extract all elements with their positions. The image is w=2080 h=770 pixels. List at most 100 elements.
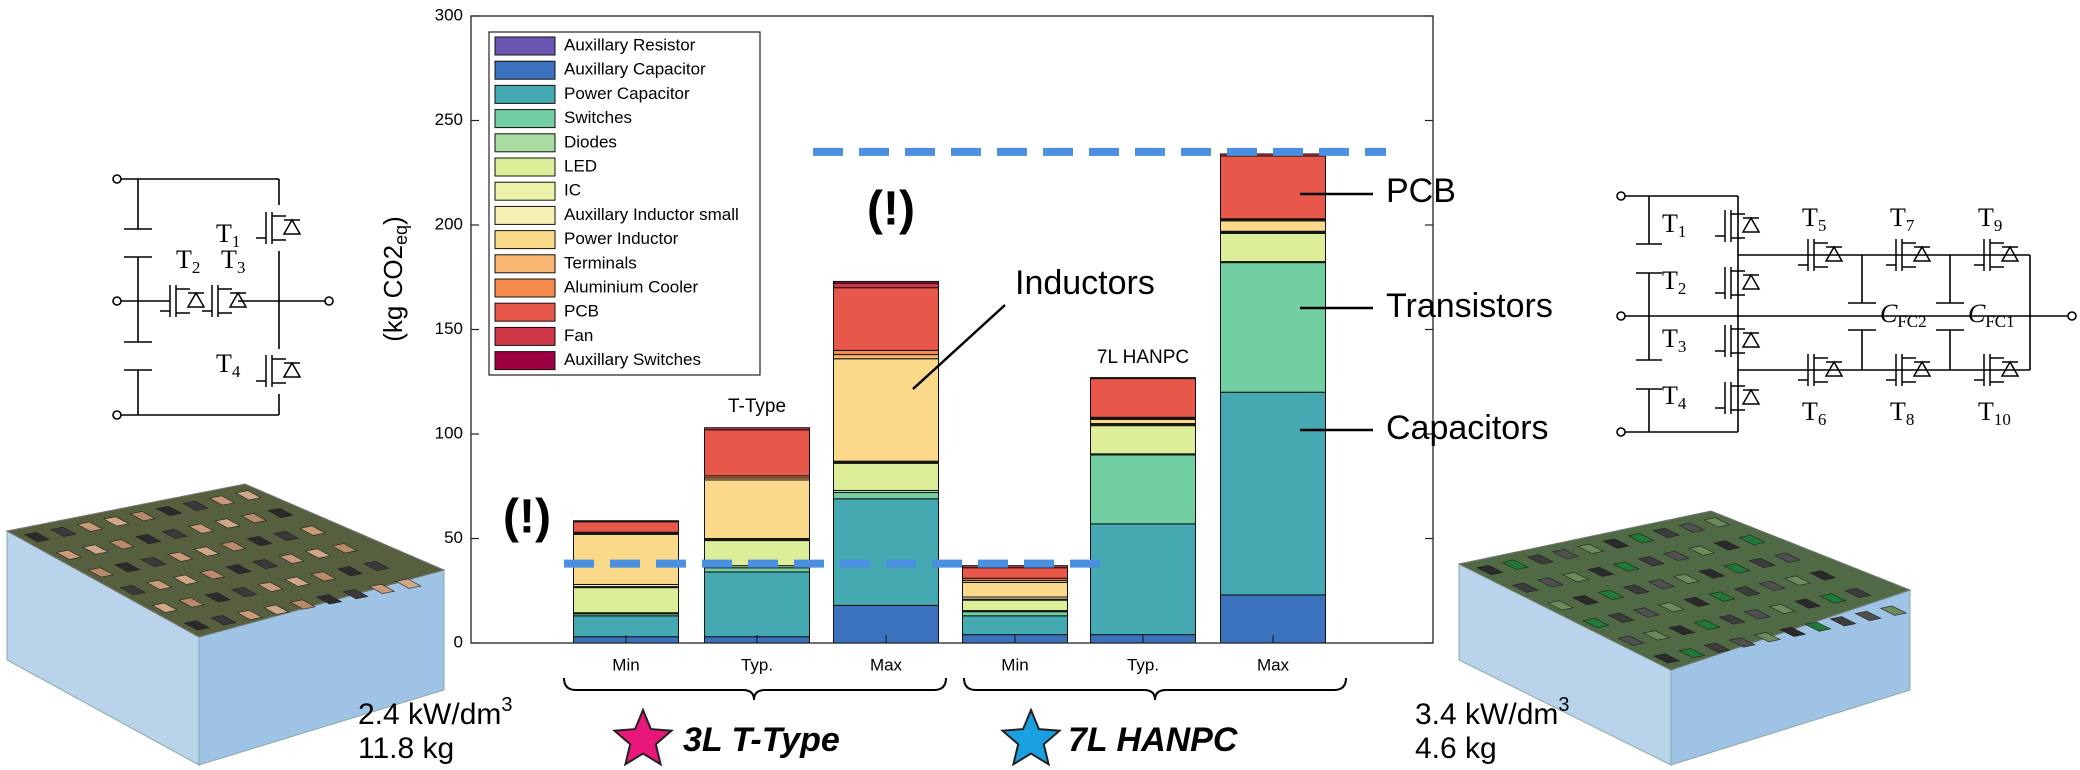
component — [267, 507, 294, 519]
component — [289, 599, 316, 610]
bar-segment — [573, 520, 679, 523]
component — [146, 579, 173, 590]
right-circuit — [1616, 191, 2077, 437]
component — [263, 604, 290, 615]
legend-label: Power Capacitor — [564, 84, 690, 103]
circuit-label-main: T — [1890, 397, 1906, 426]
component — [342, 589, 369, 600]
component — [1677, 522, 1706, 533]
bar-segment — [833, 462, 939, 491]
y-tick-label: 0 — [454, 632, 463, 651]
bar-segment — [1090, 418, 1196, 425]
circuit-label: T3 — [1662, 324, 1686, 356]
bar-segment — [704, 429, 810, 477]
bar-segment — [1090, 425, 1196, 455]
circuit-label-sub: 9 — [1994, 216, 2003, 235]
circuit-label-main: T — [216, 349, 232, 378]
x-tick-label: Min — [612, 655, 639, 674]
component — [1733, 586, 1761, 597]
bar-segment — [962, 567, 1068, 579]
switch — [256, 212, 302, 244]
switch — [1715, 210, 1761, 242]
power-density-sup: 3 — [501, 694, 512, 716]
component — [225, 564, 252, 575]
bar-segment — [573, 521, 679, 533]
switch — [1974, 354, 2020, 386]
circuit-label: T3 — [221, 245, 245, 277]
component — [1551, 549, 1580, 560]
component — [183, 620, 211, 631]
legend-swatch — [494, 230, 556, 250]
photo-components — [23, 490, 1908, 664]
component — [76, 521, 103, 532]
switch — [1715, 267, 1761, 299]
circuit-label-main: C — [1880, 299, 1898, 328]
legend-swatch — [494, 326, 556, 346]
component — [87, 567, 115, 578]
component — [1728, 637, 1756, 648]
circuit-label-main: T — [1890, 203, 1906, 232]
circuit-label-main: T — [176, 245, 192, 274]
component — [1804, 621, 1832, 632]
bar-segment — [573, 587, 679, 614]
component — [336, 566, 364, 577]
circuit-label: T8 — [1890, 397, 1914, 429]
legend-label: Auxillary Switches — [564, 350, 701, 369]
component — [193, 546, 220, 557]
x-tick-label: Typ. — [741, 655, 773, 674]
component — [1687, 545, 1716, 556]
circuit-label-main: T — [1662, 381, 1678, 410]
legend-swatch — [494, 302, 556, 322]
circuit-label: T1 — [1662, 209, 1686, 241]
legend-swatch — [494, 205, 556, 225]
component — [1743, 609, 1771, 620]
component — [1561, 572, 1590, 583]
component — [1526, 554, 1554, 565]
component — [278, 553, 305, 564]
component — [199, 569, 226, 580]
group-label: 7L HANPC — [1068, 721, 1238, 759]
annotation: 7L HANPC — [1097, 347, 1189, 368]
component — [178, 597, 205, 608]
component — [1718, 614, 1746, 625]
component — [1698, 568, 1726, 579]
component — [140, 556, 167, 568]
terminal — [112, 296, 122, 306]
left-circuit — [112, 174, 334, 420]
bar-segment — [1220, 594, 1326, 644]
component — [82, 544, 109, 555]
switch — [1798, 354, 1844, 386]
legend-swatch — [494, 254, 556, 274]
component — [1627, 533, 1655, 544]
circuit-label-sub: 1 — [232, 232, 241, 251]
component — [236, 609, 263, 621]
power-density-sup: 3 — [1558, 694, 1569, 716]
legend-label: Aluminium Cooler — [564, 277, 698, 296]
component — [155, 505, 183, 517]
component — [219, 541, 247, 552]
component — [315, 594, 343, 605]
component — [363, 560, 390, 572]
switch — [202, 285, 248, 317]
component — [1622, 584, 1650, 595]
photo-top — [1457, 510, 1912, 671]
bar-segment — [833, 498, 939, 606]
legend-label: Auxillary Resistor — [564, 35, 696, 54]
legend-label: Switches — [564, 108, 632, 127]
circuit-label-sub: 5 — [1818, 216, 1827, 235]
annotation: Transistors — [1386, 287, 1553, 325]
bar-segment — [1090, 378, 1196, 418]
component — [1546, 600, 1575, 611]
component — [1587, 566, 1615, 577]
component — [1768, 603, 1797, 614]
group-star — [612, 707, 674, 767]
circuit-label: CFC1 — [1968, 299, 2015, 331]
switch — [1886, 239, 1932, 271]
component — [1652, 527, 1680, 539]
group-bracket — [963, 677, 1347, 701]
bar-segment — [962, 565, 1068, 569]
circuit-wire — [1625, 195, 2068, 433]
circuit-label-main: T — [216, 219, 232, 248]
component — [129, 511, 156, 522]
